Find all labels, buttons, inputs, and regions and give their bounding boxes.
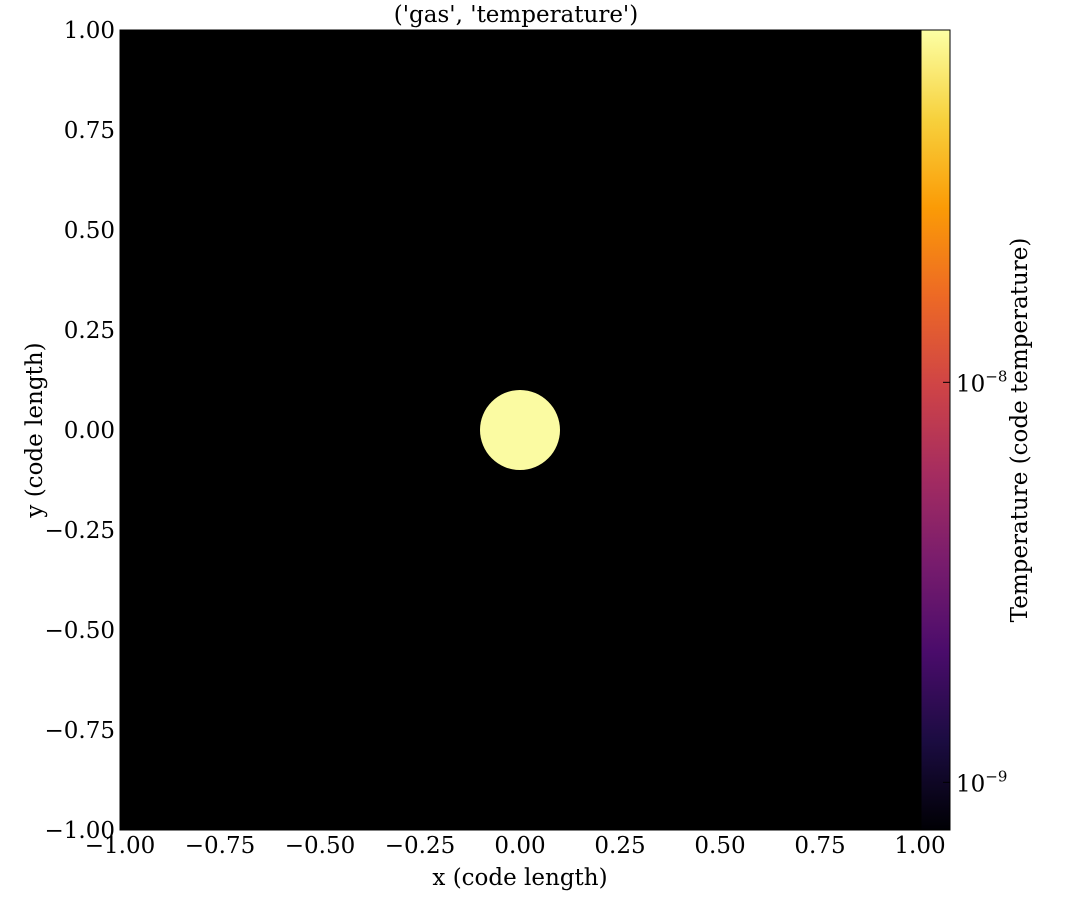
x-tick-label: 0.50 bbox=[694, 833, 745, 859]
x-tick-label: −0.75 bbox=[185, 833, 255, 859]
colorbar-ticks: 10−9 10−8 bbox=[943, 367, 1007, 797]
y-axis-ticks: 1.00 0.75 0.50 0.25 0.00 −0.25 −0.50 −0.75 −1.00 bbox=[45, 18, 920, 844]
x-tick-label: 1.00 bbox=[894, 833, 945, 859]
x-axis-ticks: −1.00 −0.75 −0.50 −0.25 0.00 0.25 0.50 0.75 1.00 bbox=[85, 30, 946, 859]
y-tick-label: 0.75 bbox=[64, 118, 115, 144]
x-axis-label: x (code length) bbox=[432, 865, 607, 891]
y-tick-label: 0.00 bbox=[64, 418, 115, 444]
colorbar bbox=[920, 29, 951, 831]
x-tick-label: −1.00 bbox=[85, 833, 155, 859]
x-tick-label: −0.25 bbox=[385, 833, 455, 859]
y-tick-label: 0.25 bbox=[64, 318, 115, 344]
colorbar-tick-label: 10−8 bbox=[956, 367, 1007, 397]
y-tick-label: 0.50 bbox=[64, 218, 115, 244]
x-tick-label: 0.75 bbox=[794, 833, 845, 859]
x-tick-label: 0.00 bbox=[494, 833, 545, 859]
colorbar-tick-label: 10−9 bbox=[956, 767, 1007, 797]
hot-disk-region bbox=[480, 390, 560, 470]
y-tick-label: −0.75 bbox=[45, 718, 115, 744]
y-tick-label: −0.25 bbox=[45, 518, 115, 544]
y-tick-label: 1.00 bbox=[64, 18, 115, 44]
x-tick-label: 0.25 bbox=[594, 833, 645, 859]
colorbar-label: Temperature (code temperature) bbox=[1007, 238, 1033, 623]
y-tick-label: −1.00 bbox=[45, 818, 115, 844]
chart-title: ('gas', 'temperature') bbox=[394, 2, 638, 28]
x-tick-label: −0.50 bbox=[285, 833, 355, 859]
y-tick-label: −0.50 bbox=[45, 618, 115, 644]
y-axis-label: y (code length) bbox=[22, 342, 48, 518]
feature-layer bbox=[480, 390, 560, 470]
